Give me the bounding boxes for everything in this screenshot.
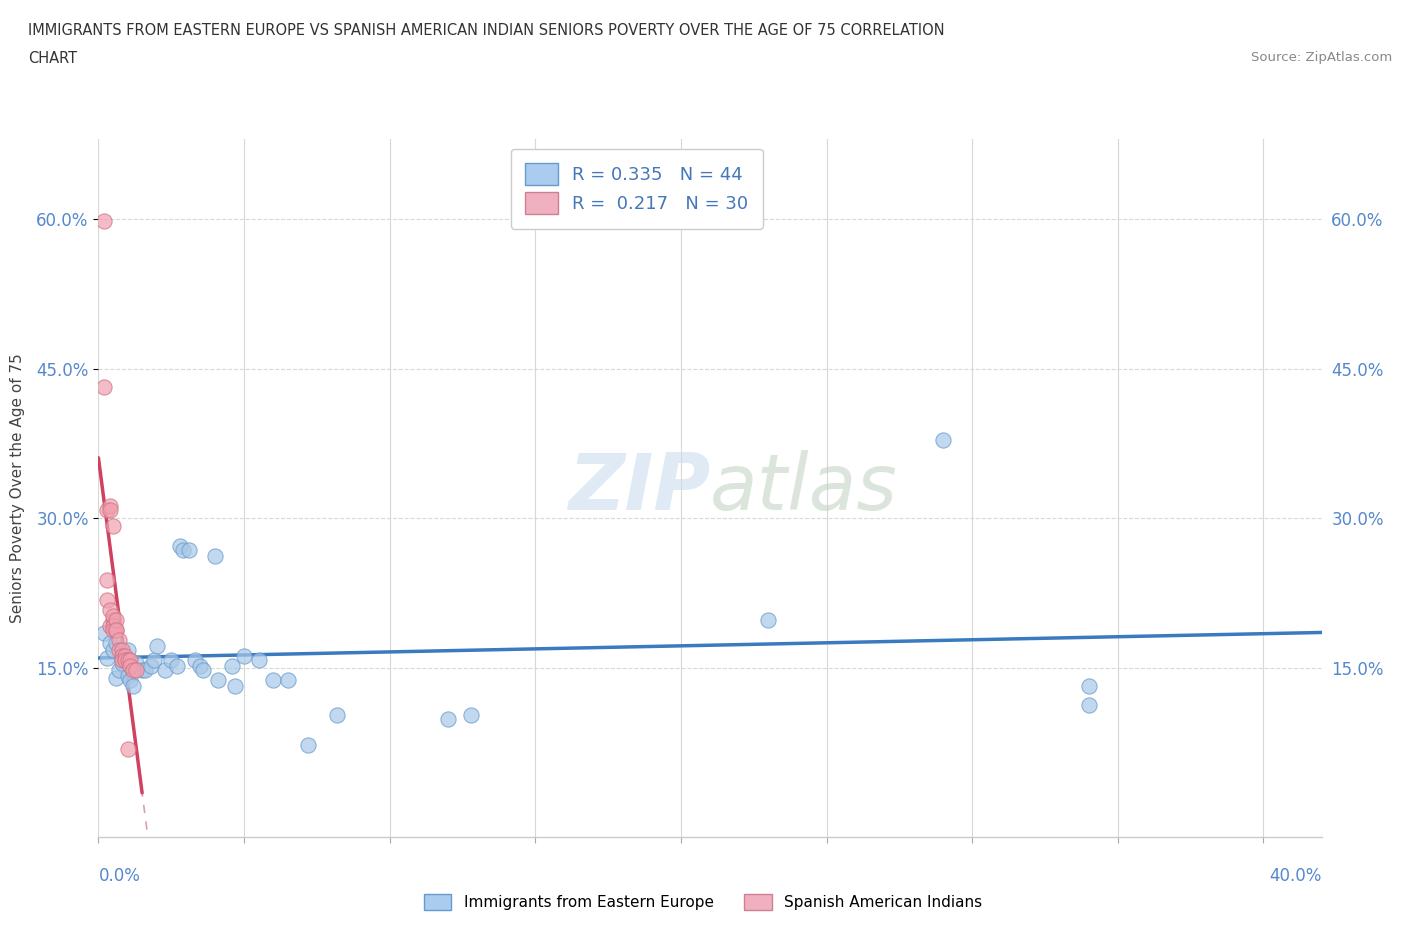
Point (169, 538, 191, 553)
Point (122, 678, 145, 693)
Point (120, 672, 142, 687)
Text: ZIP: ZIP (568, 450, 710, 526)
Point (122, 662, 145, 677)
Point (117, 742, 139, 757)
Point (93, 214, 115, 229)
Point (193, 662, 215, 677)
Point (98, 503, 121, 518)
Point (104, 622, 127, 637)
Point (145, 638, 167, 653)
Text: CHART: CHART (28, 51, 77, 66)
Point (101, 622, 124, 637)
Point (96, 650, 118, 665)
Point (104, 635, 127, 650)
Point (131, 662, 153, 677)
Point (111, 652, 134, 667)
Point (98, 618, 121, 633)
Point (101, 618, 124, 633)
Point (98, 603, 121, 618)
Point (93, 379, 115, 394)
Point (172, 542, 194, 557)
Point (101, 519, 124, 534)
Point (139, 658, 162, 673)
Point (114, 648, 136, 663)
Point (93, 625, 115, 640)
Y-axis label: Seniors Poverty Over the Age of 75: Seniors Poverty Over the Age of 75 (10, 353, 25, 623)
Point (96, 573, 118, 588)
Point (277, 672, 299, 687)
Point (120, 652, 142, 667)
Point (108, 632, 131, 647)
Point (932, 433, 955, 448)
Legend: Immigrants from Eastern Europe, Spanish American Indians: Immigrants from Eastern Europe, Spanish … (416, 886, 990, 918)
Point (125, 656, 148, 671)
Point (117, 652, 139, 667)
Legend: R = 0.335   N = 44, R =  0.217   N = 30: R = 0.335 N = 44, R = 0.217 N = 30 (510, 149, 762, 229)
Point (247, 652, 270, 667)
Point (134, 662, 156, 677)
Point (166, 658, 188, 673)
Point (160, 652, 183, 667)
Point (188, 658, 212, 673)
Point (104, 671, 127, 685)
Point (155, 662, 177, 677)
Text: atlas: atlas (710, 450, 898, 526)
Point (460, 708, 482, 723)
Point (297, 737, 319, 752)
Point (101, 643, 124, 658)
Point (104, 612, 127, 627)
Point (111, 648, 134, 663)
Point (111, 643, 134, 658)
Point (111, 656, 134, 671)
Text: 0.0%: 0.0% (98, 867, 141, 884)
Point (233, 648, 256, 663)
Point (125, 662, 148, 677)
Point (98, 498, 121, 513)
Point (108, 662, 131, 677)
Point (104, 622, 127, 637)
Point (117, 643, 139, 658)
Point (177, 542, 200, 557)
Point (114, 652, 136, 667)
Point (262, 672, 284, 687)
Point (183, 652, 205, 667)
Text: Source: ZipAtlas.com: Source: ZipAtlas.com (1251, 51, 1392, 64)
Point (207, 672, 229, 687)
Point (101, 612, 124, 627)
Point (108, 643, 131, 658)
Point (98, 635, 121, 650)
Point (1077, 698, 1099, 713)
Point (117, 668, 139, 683)
Point (1077, 678, 1099, 693)
Point (101, 608, 124, 623)
Point (224, 678, 246, 693)
Point (437, 712, 460, 727)
Point (204, 549, 226, 564)
Text: IMMIGRANTS FROM EASTERN EUROPE VS SPANISH AMERICAN INDIAN SENIORS POVERTY OVER T: IMMIGRANTS FROM EASTERN EUROPE VS SPANIS… (28, 23, 945, 38)
Text: 40.0%: 40.0% (1270, 867, 1322, 884)
Point (114, 652, 136, 667)
Point (142, 652, 165, 667)
Point (221, 658, 243, 673)
Point (96, 592, 118, 607)
Point (756, 612, 779, 627)
Point (326, 708, 349, 723)
Point (120, 658, 142, 673)
Point (96, 503, 118, 518)
